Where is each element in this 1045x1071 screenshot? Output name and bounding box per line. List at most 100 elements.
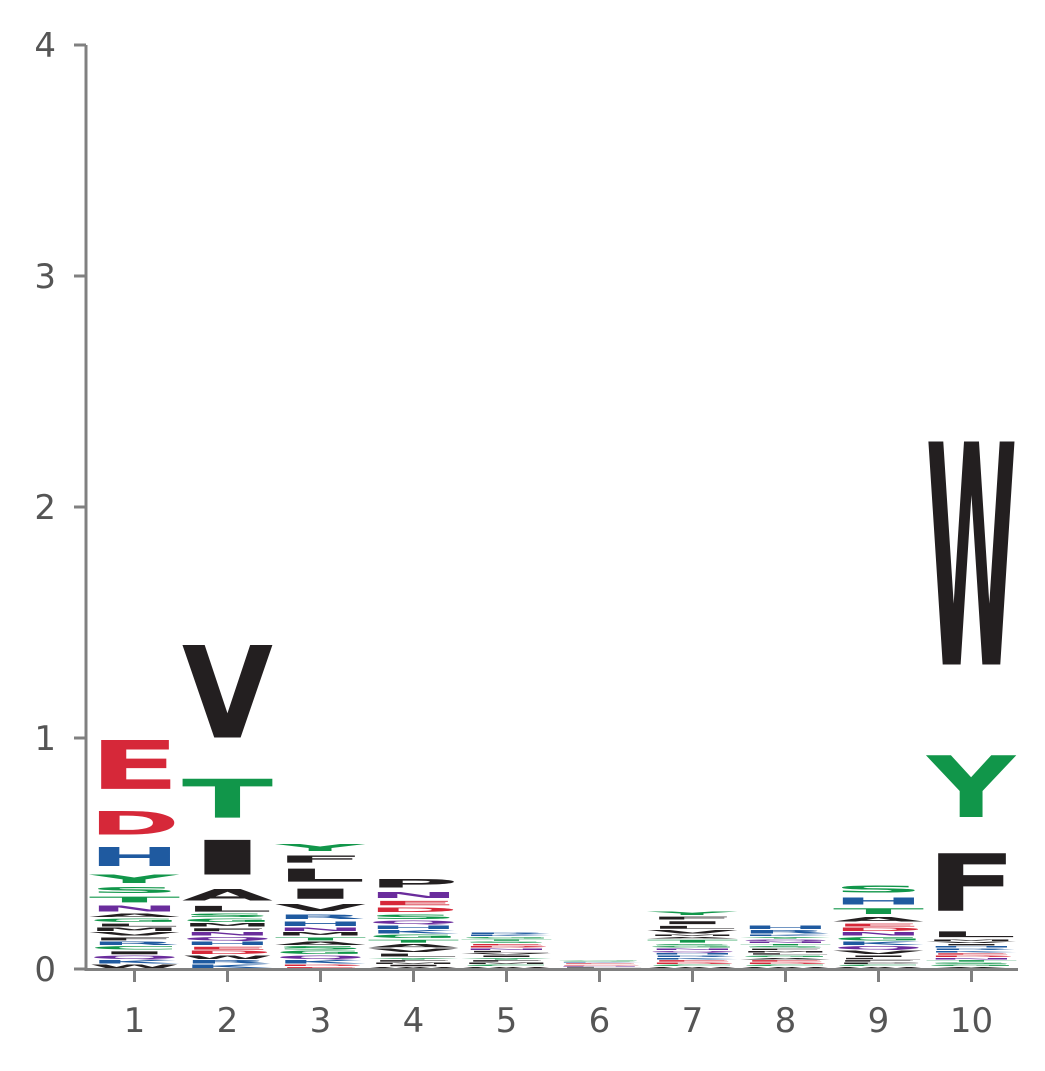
logo-letter-I-pos-10: I	[926, 944, 1017, 946]
logo-letter-M-pos-8: M	[740, 951, 831, 953]
logo-letter-H-pos-3: H	[275, 921, 366, 928]
logo-letter-H-pos-10: H	[926, 946, 1017, 948]
logo-letter-N-pos-4: N	[368, 891, 459, 900]
logo-letter-H-pos-8: H	[740, 925, 831, 930]
logo-letter-W-pos-5: W	[461, 967, 552, 969]
logo-letter-W-pos-10: W	[926, 381, 1017, 737]
logo-letter-E-pos-10: E	[926, 953, 1017, 955]
logo-letter-K-pos-6: K	[554, 962, 646, 963]
logo-letter-L-pos-8: L	[740, 953, 831, 955]
logo-letter-I-pos-5: I	[461, 955, 552, 957]
logo-letter-P-pos-9: P	[833, 962, 924, 964]
logo-letter-V-pos-3: V	[275, 902, 367, 914]
logo-letter-G-pos-4: G	[368, 934, 459, 939]
logo-letter-A-pos-8: A	[740, 957, 832, 959]
logo-letter-N-pos-7: N	[647, 948, 738, 950]
logo-letter-T-pos-4: T	[368, 939, 459, 944]
logo-letter-D-pos-7: D	[647, 962, 738, 964]
logo-letter-M-pos-7: M	[647, 934, 738, 936]
logo-letter-T-pos-7: T	[647, 939, 738, 944]
logo-letter-A-pos-2: A	[182, 886, 273, 904]
logo-letter-K-pos-8: K	[740, 934, 832, 936]
logo-letter-I-pos-9: I	[833, 955, 924, 957]
logo-letter-K-pos-7: K	[647, 957, 739, 959]
logo-letter-R-pos-2: R	[182, 960, 273, 965]
logo-letter-D-pos-6: D	[554, 964, 645, 965]
logo-letter-Y-pos-4: Y	[368, 957, 460, 959]
logo-letter-T-pos-9: T	[833, 907, 925, 916]
logo-letter-S-pos-1: S	[89, 886, 180, 895]
logo-letter-F-pos-5: F	[461, 960, 552, 962]
logo-letter-H-pos-4: H	[368, 925, 459, 930]
logo-letter-R-pos-8: R	[740, 930, 831, 935]
logo-letter-I-pos-4: I	[368, 964, 459, 966]
logo-letter-I-pos-3: I	[275, 886, 366, 902]
logo-letter-M-pos-5: M	[461, 962, 552, 964]
logo-letter-D-pos-1: D	[89, 805, 180, 842]
logo-letter-G-pos-2: G	[182, 918, 273, 923]
logo-letter-G-pos-3: G	[275, 951, 366, 956]
logo-letter-Q-pos-4: Q	[368, 921, 459, 926]
logo-letter-Y-pos-8: Y	[740, 937, 832, 939]
logo-letter-A-pos-4: A	[368, 944, 460, 949]
logo-letter-Q-pos-1: Q	[89, 955, 180, 960]
logo-letter-E-pos-1: E	[89, 727, 180, 805]
logo-letter-S-pos-10: S	[926, 962, 1017, 964]
logo-letter-C-pos-1: C	[89, 946, 180, 951]
logo-letter-C-pos-7: C	[647, 964, 738, 966]
logo-letter-T-pos-8: T	[740, 944, 831, 946]
logo-letter-E-pos-3: E	[275, 967, 366, 969]
x-tick-label-9: 9	[868, 1001, 890, 1041]
logo-letter-D-pos-2: D	[182, 951, 273, 956]
logo-letter-T-pos-3: T	[275, 937, 366, 942]
logo-letter-M-pos-2: M	[182, 923, 273, 928]
logo-letter-S-pos-9: S	[833, 884, 924, 895]
logo-letter-G-pos-1: G	[89, 918, 180, 923]
logo-letter-L-pos-4: L	[368, 953, 459, 958]
logo-letter-Q-pos-8: Q	[740, 939, 831, 941]
logo-letter-Q-pos-7: Q	[647, 951, 738, 953]
logo-letter-R-pos-3: R	[275, 914, 366, 921]
logo-letter-E-pos-8: E	[740, 960, 831, 962]
x-tick-label-6: 6	[589, 1001, 611, 1041]
logo-letter-V-pos-1: V	[89, 932, 181, 937]
logo-letter-T-pos-5: T	[461, 939, 552, 941]
logo-letter-E-pos-9: E	[833, 923, 924, 928]
logo-letter-R-pos-5: R	[461, 932, 552, 934]
logo-letter-I-pos-1: I	[89, 951, 180, 956]
logo-letter-V-pos-5: V	[461, 953, 553, 955]
logo-letter-S-pos-5: S	[461, 941, 552, 943]
logo-letter-M-pos-10: M	[926, 939, 1017, 941]
logo-letter-L-pos-1: L	[89, 923, 180, 928]
logo-letter-N-pos-6: N	[554, 966, 645, 967]
logo-letter-K-pos-3: K	[275, 960, 367, 965]
logo-letter-V-pos-4: V	[368, 948, 460, 953]
logo-letter-R-pos-1: R	[89, 941, 180, 946]
logo-letter-I-pos-7: I	[647, 920, 738, 925]
y-ticks-layer: 0 1 2 3 4	[34, 26, 86, 990]
logo-letter-S-pos-2: S	[182, 914, 273, 919]
logo-letter-S-pos-3: S	[275, 946, 366, 951]
logo-letter-F-pos-2: F	[182, 927, 273, 932]
logo-letter-V-pos-9: V	[833, 951, 925, 956]
logo-letter-A-pos-9: A	[833, 916, 925, 923]
logo-letter-S-pos-4: S	[368, 914, 459, 921]
x-tick-label-5: 5	[496, 1001, 518, 1041]
logo-letter-N-pos-2: N	[182, 932, 273, 937]
logo-letter-M-pos-4: M	[368, 962, 459, 964]
logo-letter-G-pos-5: G	[461, 937, 552, 939]
logo-letter-D-pos-3: D	[275, 964, 366, 966]
logo-letter-K-pos-9: K	[833, 941, 925, 946]
logo-letter-W-pos-1: W	[89, 964, 180, 969]
logo-letter-V-pos-10: V	[926, 941, 1018, 943]
logo-letter-S-pos-6: S	[554, 961, 645, 962]
logo-letter-L-pos-5: L	[461, 951, 552, 953]
logo-letter-Y-pos-1: Y	[89, 872, 180, 886]
logo-letter-W-pos-7: W	[647, 967, 738, 969]
logo-letter-Y-pos-3: Y	[275, 842, 367, 853]
logo-letter-P-pos-4: P	[368, 877, 459, 891]
y-tick-label-0: 0	[34, 950, 56, 990]
logo-letter-E-pos-4: E	[368, 900, 459, 907]
logo-letter-K-pos-10: K	[926, 951, 1018, 953]
x-tick-label-7: 7	[682, 1001, 704, 1041]
